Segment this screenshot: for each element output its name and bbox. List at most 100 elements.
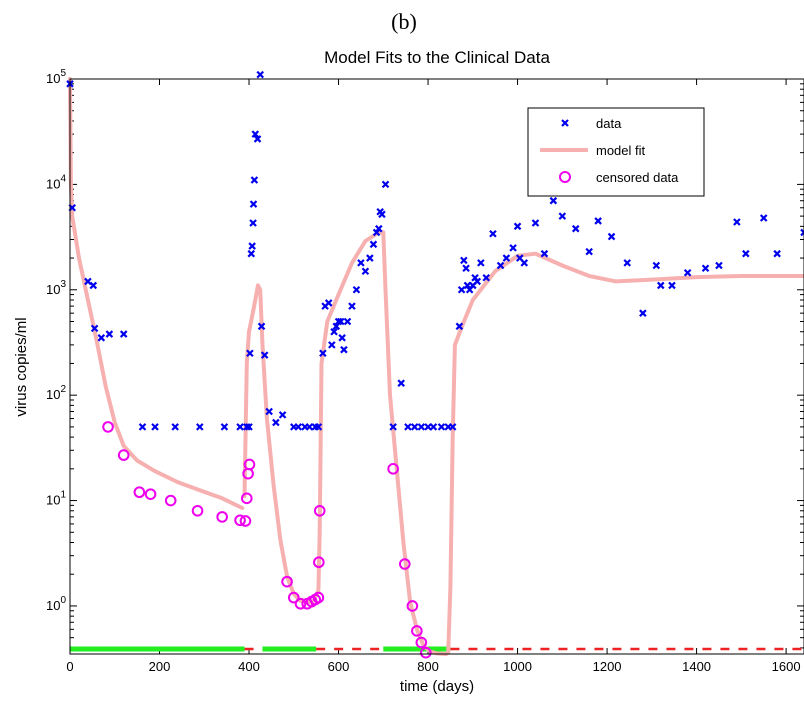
legend-marker-censored <box>559 171 571 183</box>
data-point <box>558 212 567 220</box>
data-point <box>245 423 253 431</box>
data-point <box>246 349 254 358</box>
censored-point <box>287 591 300 604</box>
data-point <box>509 244 517 252</box>
y-tick-label: 104 <box>46 173 66 191</box>
data-point <box>623 259 631 267</box>
data-series <box>66 70 804 431</box>
x-tick-label: 800 <box>417 659 439 674</box>
data-point <box>334 317 343 326</box>
y-tick-label: 101 <box>46 490 66 508</box>
y-tick-label: 103 <box>46 279 66 297</box>
censored-point <box>387 463 399 475</box>
data-point <box>328 341 336 349</box>
data-point <box>404 423 412 431</box>
data-point <box>733 218 741 226</box>
data-point <box>457 286 466 294</box>
data-point <box>220 423 229 431</box>
data-point <box>701 264 710 273</box>
censored-point <box>411 625 423 637</box>
x-axis-label: time (days) <box>400 678 474 695</box>
legend-marker-data <box>561 119 569 127</box>
data-point <box>652 261 661 270</box>
data-point <box>257 322 266 331</box>
censored-point <box>420 646 432 659</box>
data-point <box>455 322 464 331</box>
censored-point <box>313 556 325 569</box>
panel-label: (b) <box>391 9 417 34</box>
censored-point <box>191 504 204 517</box>
data-point <box>462 264 470 273</box>
censored-point <box>398 558 411 570</box>
data-point <box>448 423 457 431</box>
data-point <box>477 259 485 267</box>
data-point <box>607 232 616 241</box>
data-point <box>473 277 482 286</box>
data-point <box>639 309 647 317</box>
data-point <box>249 200 258 208</box>
data-point <box>340 345 348 354</box>
x-tick-label: 1600 <box>772 659 801 674</box>
data-point <box>265 407 273 416</box>
data-point <box>389 423 397 431</box>
y-tick-label: 100 <box>46 595 66 613</box>
x-tick-label: 600 <box>328 659 350 674</box>
data-point <box>348 302 356 310</box>
censored-point <box>117 449 130 461</box>
y-axis-label: virus copies/ml <box>13 317 30 416</box>
data-point <box>410 423 419 431</box>
data-point <box>571 224 580 233</box>
data-point <box>248 242 256 250</box>
y-tick-label: 102 <box>46 384 66 402</box>
data-point <box>369 240 378 249</box>
data-point <box>437 423 446 431</box>
data-point <box>336 317 345 326</box>
model-fit-line <box>68 77 245 510</box>
data-point <box>352 286 361 294</box>
data-point <box>138 423 147 431</box>
censored-point <box>281 575 293 588</box>
data-point <box>330 327 338 336</box>
y-tick-label: 105 <box>46 68 66 86</box>
data-point <box>482 273 491 282</box>
data-point <box>502 254 511 262</box>
data-point <box>324 299 333 307</box>
data-point <box>715 261 723 270</box>
censored-point <box>164 494 177 507</box>
data-point <box>89 281 98 290</box>
censored-point <box>102 421 114 433</box>
data-point <box>151 423 159 431</box>
data-point <box>251 130 260 138</box>
x-tick-label: 200 <box>149 659 171 674</box>
data-point <box>361 267 370 275</box>
data-point <box>375 224 383 233</box>
data-point <box>343 317 352 326</box>
censored-point <box>133 486 146 499</box>
legend-label: model fit <box>596 143 646 158</box>
data-point <box>294 423 303 431</box>
data-point <box>496 261 505 270</box>
censored-point <box>216 511 228 523</box>
data-point <box>253 135 262 143</box>
data-point <box>513 222 522 231</box>
data-point <box>549 196 558 205</box>
censored-point <box>144 488 157 500</box>
censored-point <box>294 597 307 610</box>
data-point <box>260 351 269 359</box>
data-point <box>236 423 244 431</box>
data-point <box>247 249 256 258</box>
censored-point <box>406 600 419 612</box>
model-fit-line <box>242 230 804 656</box>
data-point <box>773 249 781 258</box>
censored-point <box>234 514 246 527</box>
data-point <box>540 249 549 258</box>
data-point <box>243 423 251 431</box>
data-point <box>800 228 804 237</box>
data-point <box>314 423 323 431</box>
censored-data-series <box>102 421 432 659</box>
data-point <box>105 330 114 338</box>
model-fit-series <box>68 77 804 656</box>
data-point <box>417 423 426 431</box>
x-tick-label: 1400 <box>682 659 711 674</box>
